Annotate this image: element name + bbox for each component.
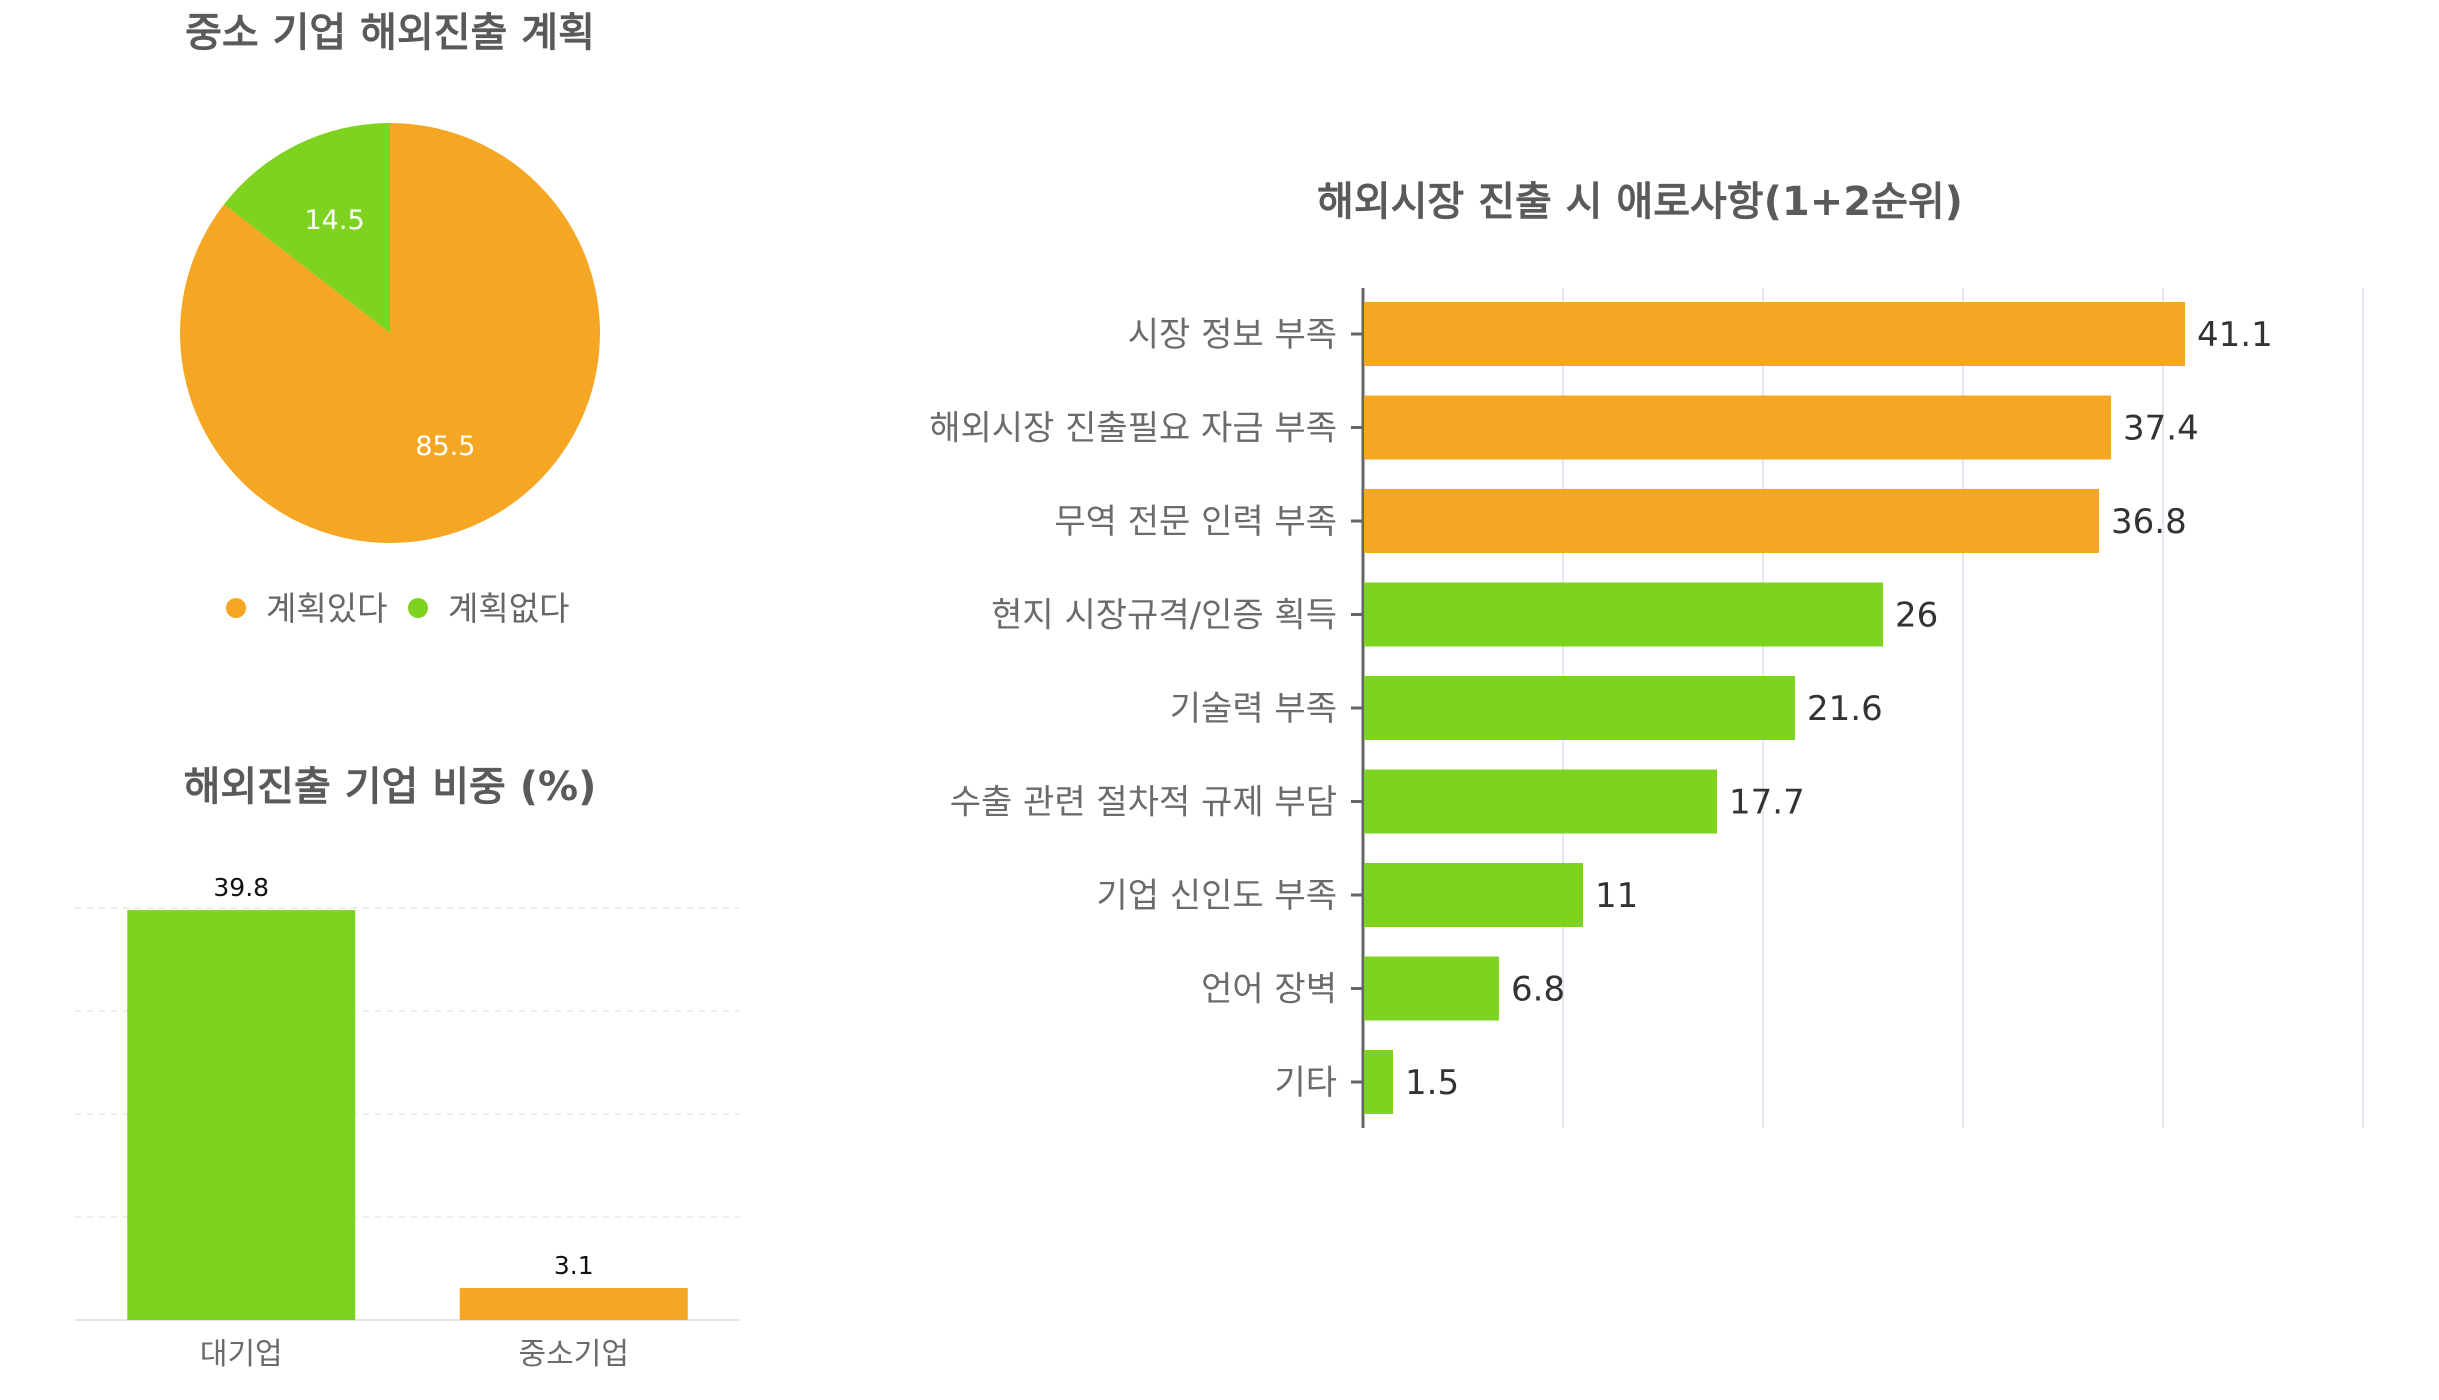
bar-value-label: 39.8 — [213, 873, 269, 902]
y-tick-label: 무역 전문 인력 부족 — [1054, 502, 1337, 542]
obstacles-bar-chart-title: 해외시장 진출 시 애로사항(1+2순위) — [1317, 179, 1963, 225]
pie-chart-title: 중소 기업 해외진출 계획 — [185, 10, 595, 56]
y-tick-label: 현지 시장규격/인증 획득 — [991, 596, 1337, 636]
bar-무역 전문 인력 부족 — [1364, 489, 2099, 553]
bar-기술력 부족 — [1364, 676, 1795, 740]
y-tick-label: 기타 — [1274, 1063, 1337, 1103]
obstacles-bar-chart: 해외시장 진출 시 애로사항(1+2순위) 시장 정보 부족 41.1 해외시장 진… — [929, 179, 2364, 1128]
y-tick-label: 해외시장 진출필요 자금 부족 — [929, 409, 1337, 449]
share-bar-chart: 해외진출 기업 비중 (%) 39.8 대기업 3.1 중소기업 — [75, 764, 740, 1372]
x-tick-label: 중소기업 — [519, 1337, 629, 1372]
bar-대기업 — [127, 910, 356, 1320]
bar-중소기업 — [459, 1288, 688, 1320]
pie-slice-label: 14.5 — [305, 205, 365, 236]
legend-marker — [226, 598, 246, 618]
legend-entry: 계획있다 — [266, 589, 387, 628]
bar-value-label: 21.6 — [1807, 689, 1883, 729]
bar-현지 시장규격/인증 획득 — [1364, 582, 1883, 647]
legend-entry: 계획없다 — [448, 589, 569, 628]
bar-value-label: 36.8 — [2111, 502, 2187, 542]
legend-marker — [408, 598, 428, 618]
pie-legend: 계획있다 계획없다 — [226, 589, 569, 628]
bar-value-label: 1.5 — [1405, 1063, 1459, 1103]
y-tick-label: 시장 정보 부족 — [1128, 315, 1337, 355]
bar-기업 신인도 부족 — [1364, 863, 1583, 927]
share-bar-chart-title: 해외진출 기업 비중 (%) — [184, 764, 597, 810]
bar-기타 — [1364, 1050, 1393, 1114]
x-tick-label: 대기업 — [200, 1337, 283, 1372]
bar-수출 관련 절차적 규제 부담 — [1364, 769, 1717, 834]
bar-value-label: 3.1 — [554, 1251, 594, 1280]
bar-value-label: 17.7 — [1729, 783, 1805, 823]
pie-slices: 85.5 14.5 — [179, 123, 601, 543]
bar-해외시장 진출필요 자금 부족 — [1364, 395, 2111, 460]
bar-value-label: 26 — [1895, 596, 1938, 636]
pie-slice-label: 85.5 — [415, 431, 475, 462]
bar-시장 정보 부족 — [1364, 302, 2185, 366]
bar-value-label: 41.1 — [2197, 315, 2273, 355]
y-tick-label: 기업 신인도 부족 — [1096, 876, 1337, 916]
share-bar-plot: 39.8 대기업 3.1 중소기업 — [75, 873, 740, 1372]
bar-value-label: 6.8 — [1511, 970, 1565, 1010]
pie-chart: 중소 기업 해외진출 계획 85.5 14.5 계획있다 계획없다 — [179, 10, 601, 628]
pie-slice-계획없다 — [224, 123, 390, 333]
bar-value-label: 37.4 — [2123, 409, 2199, 449]
y-tick-label: 기술력 부족 — [1170, 689, 1337, 729]
y-tick-label: 언어 장벽 — [1201, 970, 1337, 1010]
obstacles-bar-plot: 시장 정보 부족 41.1 해외시장 진출필요 자금 부족 37.4 무역 전문 인력 … — [929, 288, 2364, 1128]
bar-언어 장벽 — [1364, 956, 1499, 1021]
bar-value-label: 11 — [1595, 876, 1638, 916]
y-tick-label: 수출 관련 절차적 규제 부담 — [950, 783, 1337, 823]
